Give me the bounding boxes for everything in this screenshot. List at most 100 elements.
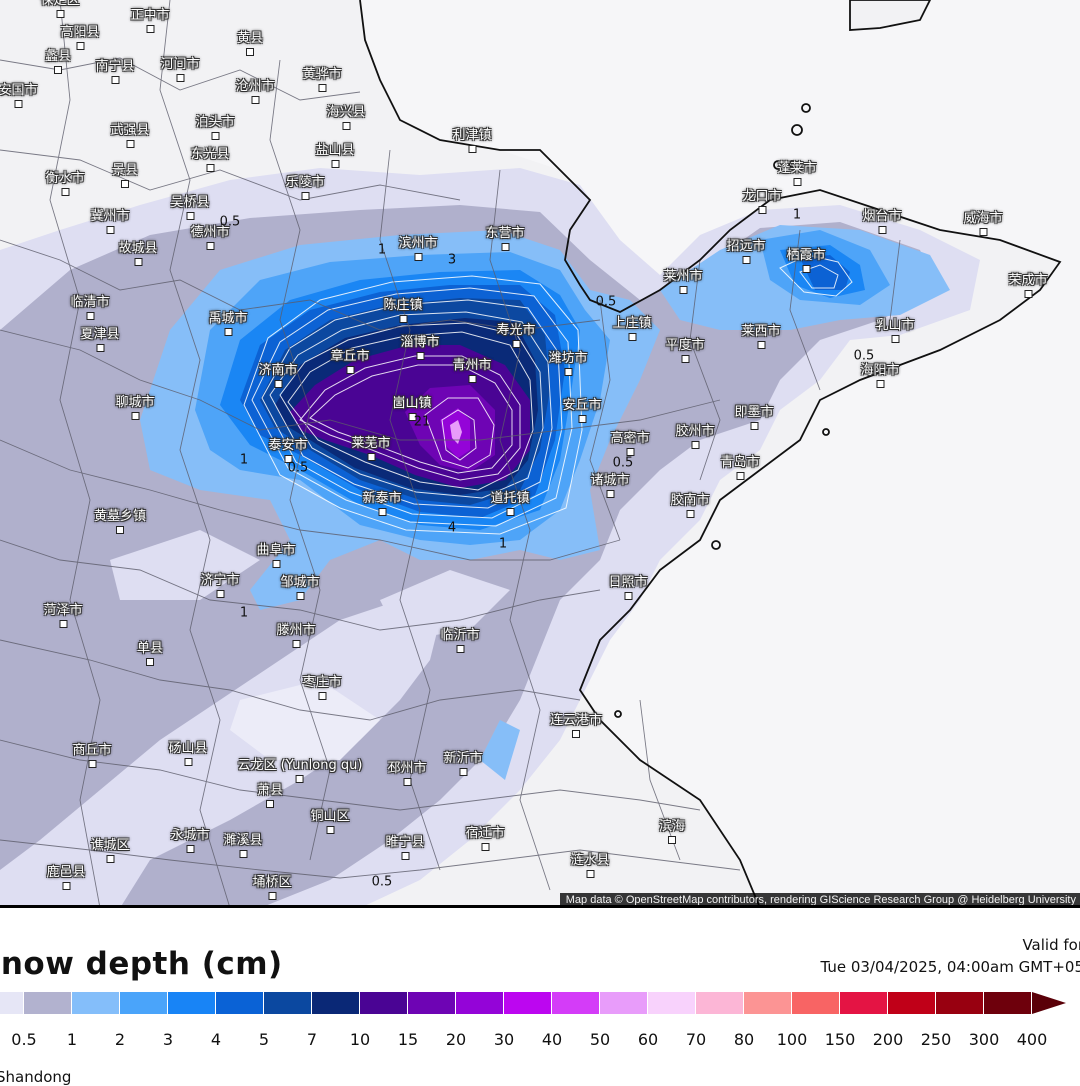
city-marker-icon (145, 658, 154, 666)
map-attribution[interactable]: Map data © OpenStreetMap contributors, r… (559, 893, 1080, 908)
legend-title: Snow depth (cm) (0, 946, 283, 982)
city-label: 胶南市 (670, 494, 710, 518)
colorbar-tick-label: 150 (824, 1030, 856, 1049)
city-label: 云龙区 (Yunlong qu) (238, 759, 362, 783)
colorbar-segment (408, 992, 456, 1014)
city-marker-icon (53, 66, 62, 74)
city-label: 滨州市 (398, 237, 438, 261)
city-label: 埇桥区 (252, 876, 292, 900)
city-label: 盐山县 (315, 144, 355, 168)
colorbar-segment (216, 992, 264, 1014)
city-marker-icon (398, 315, 407, 323)
legend-panel: Snow depth (cm) Valid for Tue 03/04/2025… (0, 908, 1080, 1086)
city-label: 青岛市 (720, 456, 760, 480)
colorbar-tick-label: 100 (776, 1030, 808, 1049)
city-label: 龙口市 (742, 190, 782, 214)
contour-lines (243, 254, 853, 535)
region-label: Shandong (0, 1068, 72, 1086)
city-marker-icon (480, 843, 489, 851)
colorbar-tick-label: 10 (349, 1030, 371, 1049)
contour-label: 0.5 (371, 874, 393, 890)
city-marker-icon (402, 778, 411, 786)
colorbar-tick-label: 15 (397, 1030, 419, 1049)
city-label: 陈庄镇 (383, 299, 423, 323)
city-label: 上庄镇 (612, 317, 652, 341)
colorbar-segment (120, 992, 168, 1014)
city-label: 聊城市 (115, 396, 155, 420)
city-marker-icon (366, 453, 375, 461)
colorbar-tick-label: 40 (541, 1030, 563, 1049)
city-marker-icon (678, 286, 687, 294)
city-label: 日照市 (608, 576, 648, 600)
city-marker-icon (295, 592, 304, 600)
colorbar-tick-label: 50 (589, 1030, 611, 1049)
contour-label: 3 (447, 252, 457, 268)
colorbar-segment (792, 992, 840, 1014)
colorbar-segment (600, 992, 648, 1014)
colorbar-segment (72, 992, 120, 1014)
admin-borders (0, 0, 901, 908)
city-marker-icon (130, 412, 139, 420)
city-label: 栖霞市 (786, 249, 826, 273)
colorbar-tick-label: 80 (733, 1030, 755, 1049)
contour-label: 21 (413, 414, 431, 430)
colorbar-tick-label: 7 (306, 1030, 318, 1049)
city-label: 新泰市 (362, 492, 402, 516)
city-marker-icon (55, 10, 64, 18)
colorbar-tick-label: 4 (210, 1030, 222, 1049)
city-marker-icon (605, 490, 614, 498)
map-layer (0, 0, 1062, 908)
city-marker-icon (623, 592, 632, 600)
city-label: 菏泽市 (43, 604, 83, 628)
city-label: 道托镇 (490, 492, 530, 516)
colorbar-segment (312, 992, 360, 1014)
city-label: 威海市 (963, 212, 1003, 236)
city-marker-icon (756, 341, 765, 349)
city-label: 安国市 (0, 84, 38, 108)
city-label: 济宁市 (200, 574, 240, 598)
contour-label: 0.5 (853, 348, 875, 364)
city-marker-icon (85, 312, 94, 320)
city-label: 衡水市 (45, 172, 85, 196)
city-label: 即墨市 (734, 406, 774, 430)
city-label: 萧县 (257, 784, 283, 808)
city-marker-icon (377, 508, 386, 516)
city-label: 莱芜市 (351, 437, 391, 461)
city-marker-icon (210, 132, 219, 140)
city-label: 东光县 (190, 148, 230, 172)
colorbar-segment (264, 992, 312, 1014)
city-marker-icon (680, 355, 689, 363)
city-label: 招远市 (726, 240, 766, 264)
city-label: 滨海 (659, 820, 685, 844)
city-label: 黄骅市 (302, 68, 342, 92)
colorbar-tick-label: 300 (968, 1030, 1000, 1049)
contour-label: 0.5 (219, 214, 241, 230)
snow-depth-map[interactable]: 保定区 正中市 高阳县 黄县 蠡县 南宁县 河间市 黄骅市 安国市 沧州市 泊头市 海兴县 盐山县 东光县… (0, 0, 1080, 908)
city-marker-icon (185, 845, 194, 853)
colorbar-tick-label: 1 (66, 1030, 78, 1049)
valid-time: Tue 03/04/2025, 04:00am GMT+05 (820, 958, 1080, 976)
city-marker-icon (205, 242, 214, 250)
contour-label: 1 (498, 536, 508, 552)
city-label: 邹城市 (280, 576, 320, 600)
colorbar-segment (840, 992, 888, 1014)
city-marker-icon (500, 243, 509, 251)
city-marker-icon (273, 380, 282, 388)
colorbar-segment (648, 992, 696, 1014)
colorbar-segment (888, 992, 936, 1014)
colorbar-tick-label: 2 (114, 1030, 126, 1049)
colorbar-tick-label: 5 (258, 1030, 270, 1049)
city-marker-icon (125, 140, 134, 148)
city-label: 泊头市 (195, 116, 235, 140)
city-marker-icon (505, 508, 514, 516)
city-marker-icon (145, 25, 154, 33)
city-marker-icon (1023, 290, 1032, 298)
city-label: 故城县 (118, 242, 158, 266)
city-label: 临沂市 (440, 629, 480, 653)
city-label: 安丘市 (562, 399, 602, 423)
city-label: 青州市 (452, 359, 492, 383)
colorbar-tick-label: 60 (637, 1030, 659, 1049)
colorbar-segment (168, 992, 216, 1014)
colorbar-tick-label: 0.5 (11, 1030, 37, 1049)
city-label: 谯城区 (90, 839, 130, 863)
